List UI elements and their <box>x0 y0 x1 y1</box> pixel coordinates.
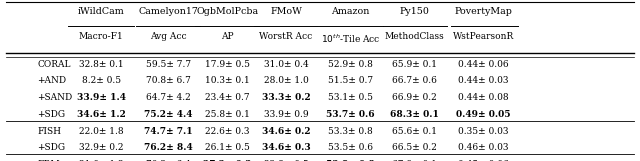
Text: 65.9± 0.1: 65.9± 0.1 <box>392 60 437 69</box>
Text: 8.2± 0.5: 8.2± 0.5 <box>81 76 121 85</box>
Text: iWildCam: iWildCam <box>77 7 125 16</box>
Text: 76.2± 8.4: 76.2± 8.4 <box>144 143 193 152</box>
Text: WorstR Acc: WorstR Acc <box>259 32 313 41</box>
Text: 51.5± 0.7: 51.5± 0.7 <box>328 76 373 85</box>
Text: FMoW: FMoW <box>270 7 302 16</box>
Text: 0.35± 0.03: 0.35± 0.03 <box>458 127 508 136</box>
Text: 23.4± 0.7: 23.4± 0.7 <box>205 93 250 102</box>
Text: 31.0± 0.4: 31.0± 0.4 <box>264 60 308 69</box>
Text: 59.5± 7.7: 59.5± 7.7 <box>146 60 191 69</box>
Text: 0.44± 0.06: 0.44± 0.06 <box>458 60 509 69</box>
Text: 0.44± 0.03: 0.44± 0.03 <box>458 76 508 85</box>
Text: 34.6± 1.2: 34.6± 1.2 <box>77 110 125 119</box>
Text: 67.9± 0.1: 67.9± 0.1 <box>392 160 437 161</box>
Text: 17.9± 0.5: 17.9± 0.5 <box>205 60 250 69</box>
Text: 34.6± 0.3: 34.6± 0.3 <box>262 143 310 152</box>
Text: 52.9± 0.8: 52.9± 0.8 <box>328 60 373 69</box>
Text: +SDG: +SDG <box>37 110 65 119</box>
Text: Avg Acc: Avg Acc <box>150 32 187 41</box>
Text: 53.1± 0.5: 53.1± 0.5 <box>328 93 373 102</box>
Text: AP: AP <box>221 32 234 41</box>
Text: PovertyMap: PovertyMap <box>454 7 512 16</box>
Text: 74.7± 7.1: 74.7± 7.1 <box>144 127 193 136</box>
Text: 75.2± 4.4: 75.2± 4.4 <box>144 110 193 119</box>
Text: Camelyon17: Camelyon17 <box>138 7 198 16</box>
Text: ERM: ERM <box>37 160 60 161</box>
Text: 10.3± 0.1: 10.3± 0.1 <box>205 76 250 85</box>
Text: 53.5± 0.6: 53.5± 0.6 <box>328 143 373 152</box>
Text: 70.8± 6.7: 70.8± 6.7 <box>146 76 191 85</box>
Text: Macro-F1: Macro-F1 <box>79 32 124 41</box>
Text: FISH: FISH <box>37 127 61 136</box>
Text: 66.7± 0.6: 66.7± 0.6 <box>392 76 437 85</box>
Text: 25.8± 0.1: 25.8± 0.1 <box>205 110 250 119</box>
Text: 64.7± 4.2: 64.7± 4.2 <box>146 93 191 102</box>
Text: CORAL: CORAL <box>37 60 70 69</box>
Text: $10^{th}$-Tile Acc: $10^{th}$-Tile Acc <box>321 32 380 45</box>
Text: +AND: +AND <box>37 76 67 85</box>
Text: 22.6± 0.3: 22.6± 0.3 <box>205 127 250 136</box>
Text: Py150: Py150 <box>400 7 429 16</box>
Text: 0.49± 0.05: 0.49± 0.05 <box>456 110 511 119</box>
Text: 0.46± 0.03: 0.46± 0.03 <box>458 143 508 152</box>
Text: +SAND: +SAND <box>37 93 72 102</box>
Text: 33.3± 0.2: 33.3± 0.2 <box>262 93 310 102</box>
Text: 0.45± 0.06: 0.45± 0.06 <box>458 160 509 161</box>
Text: 33.9± 1.4: 33.9± 1.4 <box>77 93 125 102</box>
Text: 27.2± 0.3: 27.2± 0.3 <box>203 160 252 161</box>
Text: 32.8± 0.5: 32.8± 0.5 <box>264 160 308 161</box>
Text: 53.3± 0.8: 53.3± 0.8 <box>328 127 373 136</box>
Text: OgbMolPcba: OgbMolPcba <box>196 7 259 16</box>
Text: 22.0± 1.8: 22.0± 1.8 <box>79 127 124 136</box>
Text: 34.6± 0.2: 34.6± 0.2 <box>262 127 310 136</box>
Text: Amazon: Amazon <box>332 7 370 16</box>
Text: 0.44± 0.08: 0.44± 0.08 <box>458 93 509 102</box>
Text: 53.8± 0.8: 53.8± 0.8 <box>326 160 375 161</box>
Text: 66.5± 0.2: 66.5± 0.2 <box>392 143 437 152</box>
Text: 32.8± 0.1: 32.8± 0.1 <box>79 60 124 69</box>
Text: 66.9± 0.2: 66.9± 0.2 <box>392 93 437 102</box>
Text: 26.1± 0.5: 26.1± 0.5 <box>205 143 250 152</box>
Text: 31.0± 1.3: 31.0± 1.3 <box>79 160 124 161</box>
Text: 33.9± 0.9: 33.9± 0.9 <box>264 110 308 119</box>
Text: 65.6± 0.1: 65.6± 0.1 <box>392 127 437 136</box>
Text: MethodClass: MethodClass <box>385 32 445 41</box>
Text: +SDG: +SDG <box>37 143 65 152</box>
Text: 28.0± 1.0: 28.0± 1.0 <box>264 76 308 85</box>
Text: 68.3± 0.1: 68.3± 0.1 <box>390 110 439 119</box>
Text: WstPearsonR: WstPearsonR <box>452 32 514 41</box>
Text: 70.3± 6.4: 70.3± 6.4 <box>146 160 191 161</box>
Text: 53.7± 0.6: 53.7± 0.6 <box>326 110 375 119</box>
Text: 32.9± 0.2: 32.9± 0.2 <box>79 143 124 152</box>
